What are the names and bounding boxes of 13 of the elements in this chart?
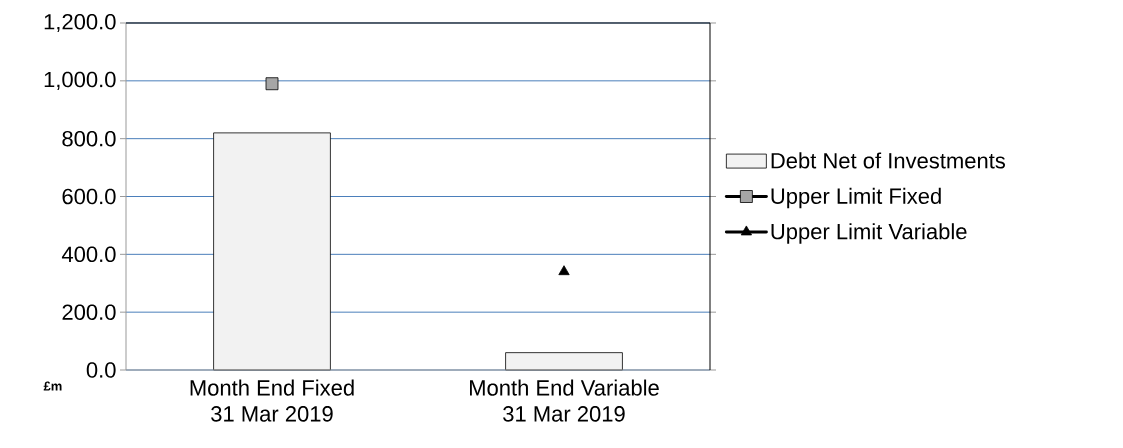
x-tick-label: Month End Fixed 31 Mar 2019: [190, 379, 354, 422]
y-tick-label: 1,000.0: [44, 71, 116, 90]
y-tick-label: 1,200.0: [44, 13, 116, 33]
y-tick-label: 200.0: [62, 304, 116, 320]
legend-label: Debt Net of Investments: [771, 152, 1006, 169]
y-axis-title: £m: [43, 381, 62, 391]
y-tick-label: 0.0: [86, 362, 116, 378]
y-tick-label: 400.0: [61, 246, 116, 263]
legend-label: Upper Limit Fixed: [771, 187, 941, 209]
legend-label: Upper Limit Variable: [771, 223, 967, 244]
x-tick-label: Month End Variable 31 Mar 2019: [470, 379, 659, 422]
y-tick-label: 600.0: [62, 188, 116, 205]
y-tick-label: 800.0: [62, 130, 116, 147]
